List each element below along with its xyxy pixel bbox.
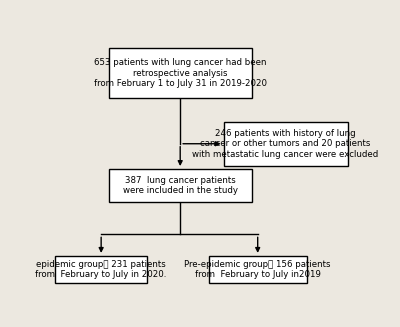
FancyBboxPatch shape bbox=[56, 256, 147, 284]
Text: 387  lung cancer patients
were included in the study: 387 lung cancer patients were included i… bbox=[123, 176, 238, 195]
Text: 653 patients with lung cancer had been
retrospective analysis
from February 1 to: 653 patients with lung cancer had been r… bbox=[94, 58, 267, 88]
Text: epidemic group： 231 patients
from  February to July in 2020.: epidemic group： 231 patients from Februa… bbox=[36, 260, 167, 279]
FancyBboxPatch shape bbox=[209, 256, 306, 284]
Text: Pre-epidemic group： 156 patients
from  February to July in2019: Pre-epidemic group： 156 patients from Fe… bbox=[184, 260, 331, 279]
FancyBboxPatch shape bbox=[109, 48, 252, 98]
FancyBboxPatch shape bbox=[224, 122, 348, 166]
Text: 246 patients with history of lung
cancer or other tumors and 20 patients
with me: 246 patients with history of lung cancer… bbox=[192, 129, 379, 159]
FancyBboxPatch shape bbox=[109, 169, 252, 202]
